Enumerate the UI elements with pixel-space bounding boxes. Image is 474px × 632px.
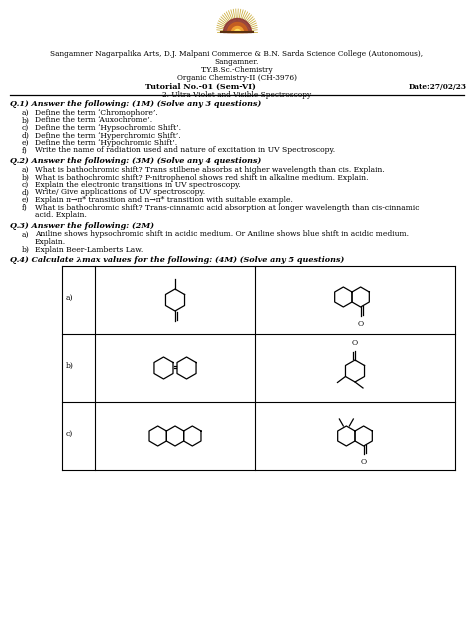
Text: a): a) <box>22 109 29 117</box>
Text: b): b) <box>22 116 30 125</box>
Text: b): b) <box>22 245 30 253</box>
Text: O: O <box>357 320 364 328</box>
Text: T.Y.B.Sc.-Chemistry: T.Y.B.Sc.-Chemistry <box>201 66 273 74</box>
Text: Q.2) Answer the following: (3M) (Solve any 4 questions): Q.2) Answer the following: (3M) (Solve a… <box>10 157 261 165</box>
Text: Explain the electronic transitions in UV spectroscopy.: Explain the electronic transitions in UV… <box>35 181 241 189</box>
Text: a): a) <box>22 166 29 174</box>
Text: Define the term ‘Chromophore’.: Define the term ‘Chromophore’. <box>35 109 158 117</box>
Text: c): c) <box>66 430 73 438</box>
Text: a): a) <box>66 294 73 302</box>
Text: f): f) <box>22 147 28 154</box>
Text: Tutorial No.-01 (Sem-VI): Tutorial No.-01 (Sem-VI) <box>145 83 255 91</box>
Text: Define the term ‘Auxochrome’.: Define the term ‘Auxochrome’. <box>35 116 152 125</box>
Text: O: O <box>352 339 358 347</box>
Text: Write/ Give applications of UV spectroscopy.: Write/ Give applications of UV spectrosc… <box>35 188 205 197</box>
Text: b): b) <box>22 174 30 181</box>
Text: Define the term ‘Hyperchromic Shift’.: Define the term ‘Hyperchromic Shift’. <box>35 131 181 140</box>
Text: e): e) <box>22 139 29 147</box>
Text: c): c) <box>22 124 29 132</box>
Text: What is bathochromic shift? Trans stilbene absorbs at higher wavelength than cis: What is bathochromic shift? Trans stilbe… <box>35 166 385 174</box>
Text: Aniline shows hypsochromic shift in acidic medium. Or Aniline shows blue shift i: Aniline shows hypsochromic shift in acid… <box>35 231 409 238</box>
Text: Define the term ‘Hypochromic Shift’.: Define the term ‘Hypochromic Shift’. <box>35 139 177 147</box>
Text: O: O <box>361 458 367 466</box>
Text: What is bathochromic shift? Trans-cinnamic acid absorption at longer wavelength : What is bathochromic shift? Trans-cinnam… <box>35 204 419 212</box>
Text: c): c) <box>22 181 29 189</box>
Text: d): d) <box>22 131 30 140</box>
Text: Explain Beer-Lamberts Law.: Explain Beer-Lamberts Law. <box>35 245 143 253</box>
Text: d): d) <box>22 188 30 197</box>
Text: Q.3) Answer the following: (2M): Q.3) Answer the following: (2M) <box>10 221 154 229</box>
Text: Q.4) Calculate λmax values for the following: (4M) (Solve any 5 questions): Q.4) Calculate λmax values for the follo… <box>10 256 344 264</box>
Text: Sangamner Nagarpalika Arts, D.J. Malpani Commerce & B.N. Sarda Science College (: Sangamner Nagarpalika Arts, D.J. Malpani… <box>50 50 424 58</box>
Text: e): e) <box>22 196 29 204</box>
Text: b): b) <box>66 362 74 370</box>
Text: Define the term ‘Hypsochromic Shift’.: Define the term ‘Hypsochromic Shift’. <box>35 124 181 132</box>
Text: Explain.: Explain. <box>35 238 66 246</box>
Text: 2. Ultra Violet and Visible Spectroscopy: 2. Ultra Violet and Visible Spectroscopy <box>163 91 311 99</box>
Text: Date:27/02/23: Date:27/02/23 <box>409 83 467 91</box>
Text: acid. Explain.: acid. Explain. <box>35 211 87 219</box>
Text: Sangamner.: Sangamner. <box>215 58 259 66</box>
Text: Write the name of radiation used and nature of excitation in UV Spectroscopy.: Write the name of radiation used and nat… <box>35 147 335 154</box>
Text: Organic Chemistry-II (CH-3976): Organic Chemistry-II (CH-3976) <box>177 74 297 82</box>
Text: Q.1) Answer the following: (1M) (Solve any 3 questions): Q.1) Answer the following: (1M) (Solve a… <box>10 100 261 108</box>
Text: a): a) <box>22 231 29 238</box>
Text: What is bathochromic shift? P-nitrophenol shows red shift in alkaline medium. Ex: What is bathochromic shift? P-nitropheno… <box>35 174 368 181</box>
Text: Explain π→π* transition and n→π* transition with suitable example.: Explain π→π* transition and n→π* transit… <box>35 196 293 204</box>
Text: f): f) <box>22 204 28 212</box>
